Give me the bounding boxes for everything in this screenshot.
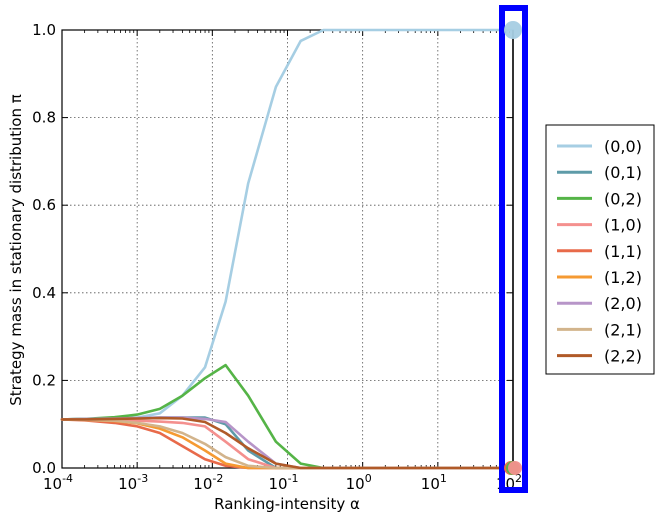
plot-area	[62, 30, 513, 468]
y-tick-label: 0.0	[32, 459, 56, 477]
y-tick-label: 1.0	[32, 21, 56, 39]
y-tick-label: 0.6	[32, 196, 56, 214]
x-tick-label: 10-2	[193, 472, 223, 493]
y-tick-label: 0.2	[32, 371, 56, 389]
x-tick-label: 100	[346, 472, 372, 493]
legend-entry: (1,2)	[604, 268, 642, 287]
highlight-box	[499, 5, 528, 493]
legend-entry: (1,0)	[604, 216, 642, 235]
x-tick-label: 10-1	[268, 472, 298, 493]
y-tick-label: 0.4	[32, 284, 56, 302]
series-lines	[60, 28, 515, 470]
x-tick-label: 101	[421, 472, 447, 493]
legend: (0,0) (0,1) (0,2) (1,0) (1,1) (1,2) (2,0) (2,1)…	[545, 124, 655, 375]
end-marker-00	[504, 21, 522, 39]
side-panel	[499, 5, 528, 493]
legend-entry: (0,2)	[604, 189, 642, 208]
end-marker-10	[508, 461, 522, 475]
series-line-22	[60, 416, 515, 470]
legend-entry: (0,1)	[604, 163, 642, 182]
legend-entry: (2,2)	[604, 347, 642, 366]
x-tick-label: 10-3	[118, 472, 148, 493]
legend-entry: (2,1)	[604, 320, 642, 339]
legend-entry: (1,1)	[604, 242, 642, 261]
legend-entry: (0,0)	[604, 137, 642, 156]
y-axis-label: Strategy mass in stationary distribution…	[7, 94, 25, 406]
legend-entry: (2,0)	[604, 294, 642, 313]
x-axis-label: Ranking-intensity α	[214, 495, 360, 513]
y-tick-label: 0.8	[32, 109, 56, 127]
